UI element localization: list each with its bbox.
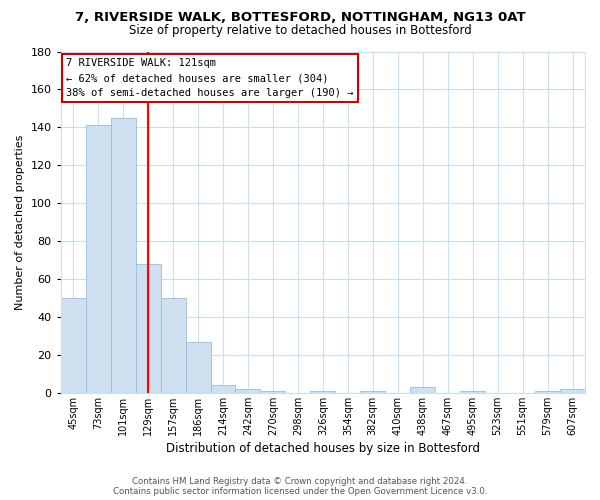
Bar (161, 298, 185, 393)
Y-axis label: Number of detached properties: Number of detached properties (15, 134, 25, 310)
Bar (535, 391, 560, 393)
Bar (136, 264, 161, 393)
Bar (410, 387, 435, 393)
Bar (361, 391, 385, 393)
Text: 7 RIVERSIDE WALK: 121sqm
← 62% of detached houses are smaller (304)
38% of semi-: 7 RIVERSIDE WALK: 121sqm ← 62% of detach… (66, 58, 353, 98)
Text: Contains HM Land Registry data © Crown copyright and database right 2024.
Contai: Contains HM Land Registry data © Crown c… (113, 476, 487, 496)
Bar (460, 391, 485, 393)
Bar (260, 391, 286, 393)
Bar (310, 391, 335, 393)
Bar (110, 118, 136, 393)
Bar (185, 342, 211, 393)
Text: 7, RIVERSIDE WALK, BOTTESFORD, NOTTINGHAM, NG13 0AT: 7, RIVERSIDE WALK, BOTTESFORD, NOTTINGHA… (74, 11, 526, 24)
Text: Size of property relative to detached houses in Bottesford: Size of property relative to detached ho… (128, 24, 472, 37)
X-axis label: Distribution of detached houses by size in Bottesford: Distribution of detached houses by size … (166, 442, 480, 455)
Bar (86, 126, 110, 393)
Bar (560, 389, 585, 393)
Bar (211, 386, 235, 393)
Bar (61, 298, 86, 393)
Bar (235, 389, 260, 393)
